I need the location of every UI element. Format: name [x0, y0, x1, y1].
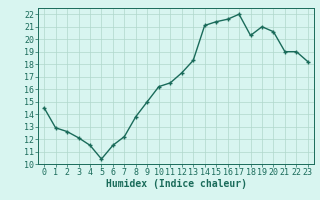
- X-axis label: Humidex (Indice chaleur): Humidex (Indice chaleur): [106, 179, 246, 189]
